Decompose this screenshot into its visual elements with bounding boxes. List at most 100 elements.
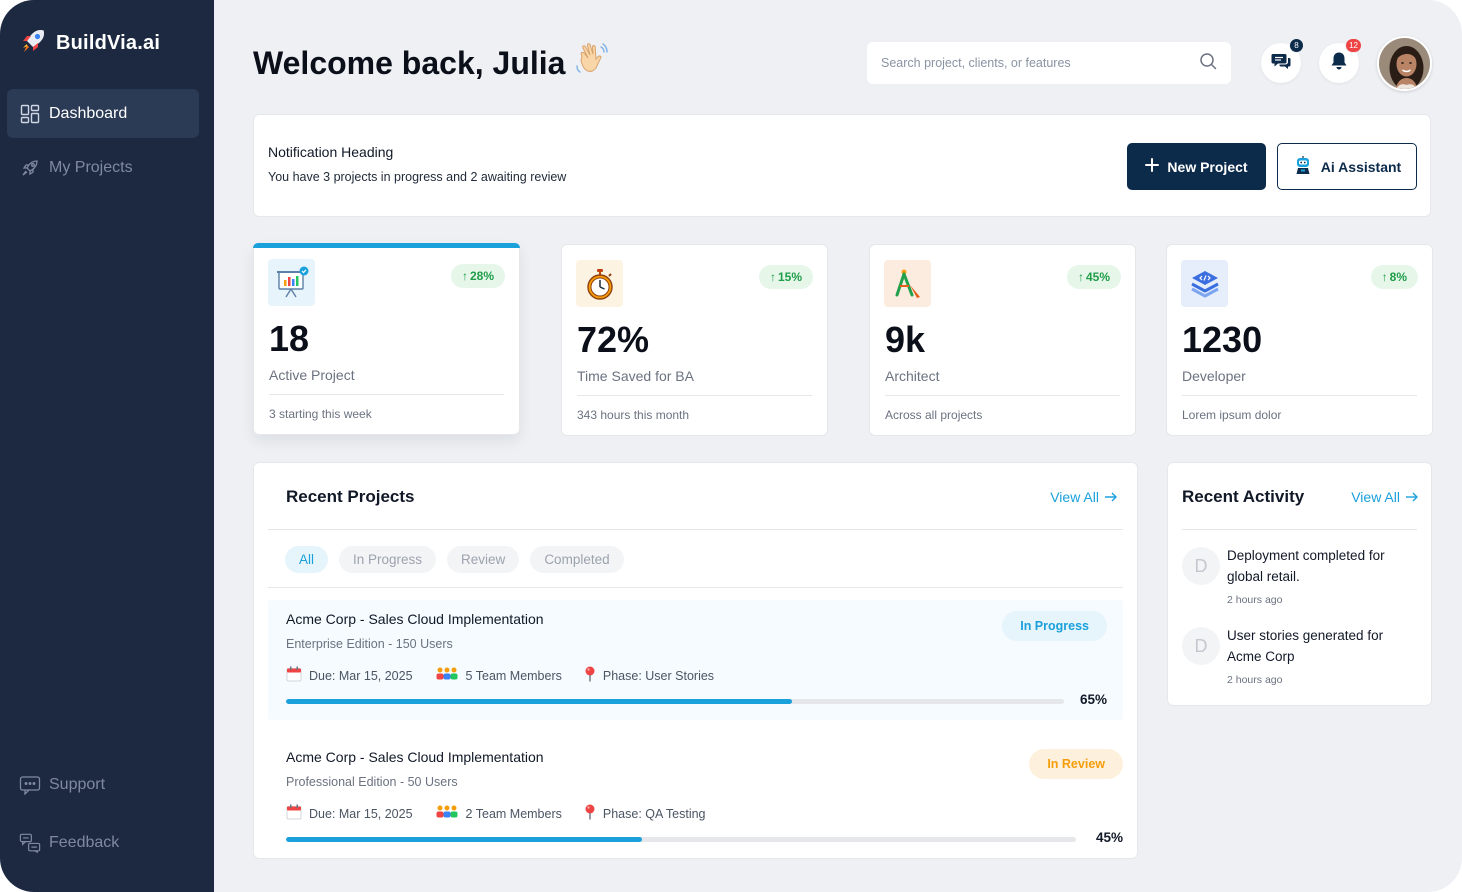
avatar: D: [1182, 627, 1220, 665]
activity-time: 2 hours ago: [1227, 674, 1283, 686]
notification-banner: Notification Heading You have 3 projects…: [253, 114, 1431, 217]
project-subtitle: Professional Edition - 50 Users: [286, 775, 458, 789]
view-all-projects-link[interactable]: View All: [1050, 489, 1117, 505]
messages-button[interactable]: 8: [1261, 38, 1304, 83]
change-badge: ↑ 45%: [1066, 265, 1121, 289]
code-layers-icon: [1181, 260, 1228, 307]
sidebar-item-my-projects[interactable]: My Projects: [7, 143, 199, 192]
grid-icon: [19, 103, 41, 125]
project-row[interactable]: Acme Corp - Sales Cloud Implementation P…: [268, 738, 1123, 858]
recent-projects-panel: Recent Projects View All All In Progress…: [253, 462, 1138, 859]
stat-value: 1230: [1182, 319, 1263, 360]
progress-percent: 65%: [1079, 692, 1107, 707]
notifications-button[interactable]: 12: [1319, 38, 1362, 83]
divider: [268, 529, 1123, 530]
stat-card-active-project[interactable]: ↑ 28% 18 Active Project 3 starting this w…: [253, 243, 520, 435]
stat-card-architect[interactable]: ↑ 45% 9k Architect Across all projects: [869, 244, 1136, 436]
presentation-chart-icon: [268, 259, 315, 306]
progress-fill: [286, 699, 792, 704]
calendar-icon: [286, 804, 302, 823]
arrow-right-icon: [1105, 489, 1117, 505]
avatar: D: [1182, 547, 1220, 585]
due-date: Due: Mar 15, 2025: [309, 806, 413, 821]
sidebar-item-label: Dashboard: [49, 104, 128, 122]
search-icon[interactable]: [1199, 52, 1217, 75]
arrow-up-icon: ↑: [461, 269, 468, 283]
stat-value: 72%: [577, 319, 650, 360]
status-badge: In Progress: [1002, 611, 1107, 641]
project-meta: Due: Mar 15, 2025 2 Team Members Phase: …: [286, 804, 706, 823]
bell-icon: [1330, 51, 1348, 76]
arrow-right-icon: [1406, 489, 1418, 505]
stat-label: Architect: [885, 368, 940, 384]
sidebar-item-feedback[interactable]: Feedback: [7, 818, 199, 867]
messages-badge: 8: [1289, 38, 1304, 53]
arrow-up-icon: ↑: [769, 270, 776, 284]
view-all-activity-link[interactable]: View All: [1351, 489, 1418, 505]
project-filter-tabs: All In Progress Review Completed: [285, 546, 624, 573]
project-row[interactable]: Acme Corp - Sales Cloud Implementation E…: [268, 600, 1123, 720]
drafting-compass-icon: [884, 260, 931, 307]
activity-text: User stories generated for Acme Corp: [1227, 628, 1384, 664]
ai-assistant-label: Ai Assistant: [1320, 158, 1402, 175]
progress-fill: [286, 837, 642, 842]
feedback-icon: [19, 832, 41, 854]
page-title: Welcome back, Julia: [253, 42, 609, 84]
new-project-button[interactable]: New Project: [1127, 143, 1266, 190]
stat-subtext: 343 hours this month: [577, 408, 690, 422]
calendar-icon: [286, 666, 302, 685]
project-phase: Phase: QA Testing: [602, 806, 706, 821]
filter-in-progress[interactable]: In Progress: [339, 546, 437, 573]
waving-hand-icon: [573, 42, 609, 84]
divider: [577, 395, 812, 396]
chat-icon: [19, 774, 41, 796]
user-avatar[interactable]: [1377, 36, 1432, 91]
due-date: Due: Mar 15, 2025: [309, 668, 413, 683]
search-bar: [867, 42, 1231, 84]
stat-card-time-saved[interactable]: ↑ 15% 72% Time Saved for BA 343 hours thi…: [561, 244, 828, 436]
project-title: Acme Corp - Sales Cloud Implementation: [286, 749, 544, 765]
divider: [1182, 529, 1417, 530]
search-input[interactable]: [881, 56, 1199, 70]
notifications-badge: 12: [1345, 38, 1362, 53]
divider: [1182, 395, 1417, 396]
filter-completed[interactable]: Completed: [530, 546, 624, 573]
stat-subtext: Across all projects: [885, 408, 983, 422]
plus-icon: [1145, 158, 1160, 175]
project-meta: Due: Mar 15, 2025 5 Team Members Phase: …: [286, 666, 714, 685]
message-icon: [1271, 52, 1291, 75]
filter-all[interactable]: All: [285, 546, 329, 573]
stat-value: 18: [269, 318, 310, 359]
sidebar-item-support[interactable]: Support: [7, 760, 199, 809]
team-members: 2 Team Members: [465, 806, 562, 821]
stat-label: Active Project: [269, 367, 355, 383]
recent-activity-title: Recent Activity: [1182, 487, 1305, 506]
rocket-icon: [19, 157, 41, 179]
sidebar-item-label: My Projects: [49, 158, 133, 176]
notification-text: You have 3 projects in progress and 2 aw…: [268, 170, 567, 184]
change-badge: ↑ 8%: [1370, 265, 1418, 289]
divider: [269, 394, 504, 395]
arrow-up-icon: ↑: [1381, 270, 1388, 284]
divider: [885, 395, 1120, 396]
sidebar-item-label: Feedback: [49, 833, 120, 851]
ai-assistant-button[interactable]: Ai Assistant: [1277, 143, 1417, 190]
stat-subtext: 3 starting this week: [269, 407, 372, 421]
recent-activity-panel: Recent Activity View All D Deployment co…: [1167, 462, 1432, 706]
divider: [268, 587, 1123, 588]
project-title: Acme Corp - Sales Cloud Implementation: [286, 611, 544, 627]
change-badge: ↑ 28%: [450, 264, 505, 288]
team-icon: [435, 666, 459, 685]
new-project-label: New Project: [1167, 158, 1248, 175]
filter-review[interactable]: Review: [447, 546, 520, 573]
progress-bar: [286, 837, 1076, 842]
rocket-logo-icon: [18, 26, 48, 61]
stat-label: Developer: [1182, 368, 1246, 384]
pin-icon: [584, 666, 596, 685]
stat-card-developer[interactable]: ↑ 8% 1230 Developer Lorem ipsum dolor: [1166, 244, 1433, 436]
stat-subtext: Lorem ipsum dolor: [1182, 408, 1282, 422]
brand[interactable]: BuildVia.ai: [18, 26, 160, 61]
project-subtitle: Enterprise Edition - 150 Users: [286, 637, 453, 651]
sidebar-item-dashboard[interactable]: Dashboard: [7, 89, 199, 138]
